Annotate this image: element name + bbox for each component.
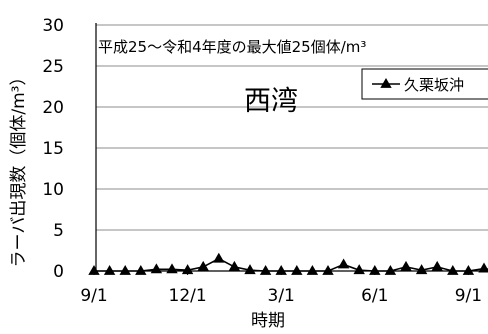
legend: 久栗坂沖: [361, 68, 488, 100]
x-tick-label: 12/1: [169, 286, 207, 306]
data-point: [478, 262, 488, 273]
x-tick-label: 3/1: [268, 286, 295, 306]
data-point: [150, 263, 163, 274]
data-point: [213, 252, 225, 263]
y-axis-title: ラーバ出現数（個体/m³）: [9, 69, 29, 268]
data-point: [337, 258, 350, 269]
axes: [93, 23, 488, 275]
y-tick-label: 20: [42, 98, 64, 118]
data-point: [228, 260, 241, 271]
x-axis-title: 時期: [251, 311, 285, 331]
data-point: [353, 264, 365, 275]
y-tick-label: 30: [42, 16, 64, 36]
y-tick-label: 0: [53, 262, 64, 282]
data-point: [103, 265, 116, 275]
x-tick-labels: 9/112/13/16/19/112/13/16/19/1: [80, 286, 482, 306]
legend-marker: [380, 78, 392, 88]
data-point: [431, 260, 443, 271]
data-point: [197, 260, 209, 271]
data-point: [259, 265, 272, 275]
x-tick-label: 6/1: [361, 286, 388, 306]
data-point: [322, 265, 334, 275]
series-kuguriizaka: [88, 252, 488, 275]
data-point: [275, 265, 287, 275]
y-tick-labels: 0 5 10 15 20 25 30: [42, 16, 64, 282]
y-tick-label: 25: [42, 57, 64, 77]
data-point: [181, 264, 194, 275]
data-point: [291, 265, 303, 275]
data-point: [306, 265, 319, 275]
gridlines: [96, 24, 488, 231]
y-tick-label: 5: [53, 221, 64, 241]
data-point: [88, 265, 100, 275]
data-point: [384, 265, 397, 275]
max-value-annotation: 平成25～令和4年度の最大値25個体/m³: [98, 38, 366, 56]
data-point: [447, 265, 459, 275]
data-point: [400, 260, 412, 271]
y-tick-label: 15: [42, 139, 64, 159]
x-tick-label: 9/1: [80, 286, 107, 306]
data-point: [462, 265, 475, 275]
site-label: 西湾: [244, 86, 298, 117]
data-point: [166, 263, 178, 274]
data-point: [369, 265, 381, 275]
data-point: [415, 264, 428, 275]
x-tick-label: 9/1: [455, 286, 482, 306]
data-point: [119, 265, 131, 275]
data-point: [135, 265, 147, 275]
data-point: [244, 264, 256, 275]
legend-label: 久栗坂沖: [404, 76, 464, 94]
series-line: [94, 257, 488, 272]
y-tick-label: 10: [42, 180, 64, 200]
